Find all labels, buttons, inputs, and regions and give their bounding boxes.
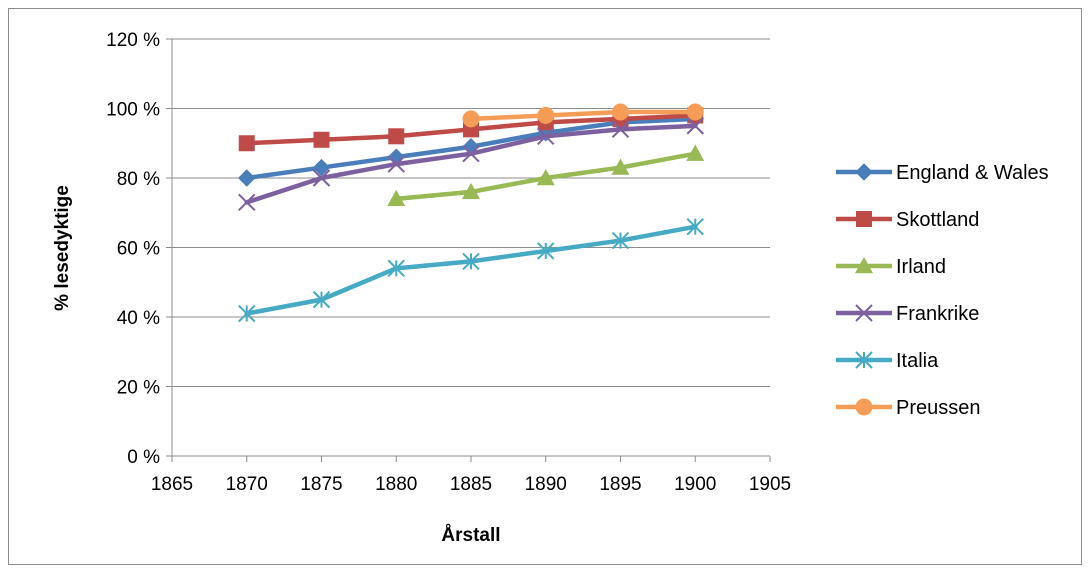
data-point xyxy=(388,128,405,145)
gridlines xyxy=(172,38,770,387)
series-preussen xyxy=(462,103,704,128)
legend-item-england-wales: England & Wales xyxy=(836,162,1049,184)
y-axis-title: % lesedyktige xyxy=(52,185,73,311)
y-tick-label: 100 % xyxy=(106,100,160,121)
legend-item-italia: Italia xyxy=(836,350,939,372)
data-point xyxy=(312,158,331,177)
y-tick-label: 80 % xyxy=(117,169,160,190)
x-axis-title: Årstall xyxy=(441,525,500,546)
series-irland xyxy=(387,144,705,207)
legend-item-preussen: Preussen xyxy=(836,397,981,419)
x-tick-label: 1875 xyxy=(300,474,342,495)
data-point xyxy=(686,217,704,236)
data-point xyxy=(612,103,629,121)
data-point xyxy=(611,158,630,175)
y-tick-label: 60 % xyxy=(117,239,160,260)
legend: England & Wales Skottland Irland Frankrike I… xyxy=(836,162,1049,419)
data-point xyxy=(387,189,406,207)
x-tick-label: 1890 xyxy=(525,474,567,495)
y-tick-labels: 0 % 20 % 40 % 60 % 80 % 100 % 120 % xyxy=(106,30,160,468)
series-frankrike xyxy=(238,117,704,212)
x-tick-label: 1870 xyxy=(226,474,268,495)
data-point xyxy=(537,242,555,260)
data-point xyxy=(238,135,255,152)
legend-item-irland: Irland xyxy=(836,256,946,278)
legend-item-skottland: Skottland xyxy=(836,209,979,231)
x-tick-label: 1895 xyxy=(599,474,641,495)
legend-marker xyxy=(855,257,873,274)
data-point xyxy=(462,110,480,128)
legend-item-frankrike: Frankrike xyxy=(836,303,979,325)
data-point xyxy=(536,169,555,186)
data-point xyxy=(462,144,480,163)
data-point xyxy=(238,304,256,323)
data-point xyxy=(462,252,480,271)
chart-frame xyxy=(8,8,1082,565)
data-point xyxy=(387,259,405,278)
legend-marker xyxy=(856,211,872,227)
x-tick-label: 1905 xyxy=(749,474,791,495)
data-point xyxy=(686,103,704,121)
legend-label: Italia xyxy=(896,350,939,372)
data-point xyxy=(537,106,555,124)
legend-label: Frankrike xyxy=(896,303,979,325)
y-tick-label: 0 % xyxy=(127,447,160,468)
y-tick-label: 40 % xyxy=(117,308,160,329)
series-line xyxy=(244,224,698,316)
legend-label: Preussen xyxy=(896,397,981,419)
data-point xyxy=(611,120,630,139)
legend-marker xyxy=(855,351,873,369)
data-point xyxy=(686,144,705,161)
x-tick-label: 1880 xyxy=(375,474,417,495)
data-point xyxy=(238,169,256,187)
data-point xyxy=(611,231,630,250)
data-point xyxy=(313,131,330,148)
legend-marker xyxy=(855,304,873,322)
x-tick-label: 1900 xyxy=(674,474,716,495)
series-line xyxy=(468,109,698,122)
data-point xyxy=(686,117,704,135)
data-point xyxy=(537,127,555,146)
x-tick-label: 1865 xyxy=(151,474,193,495)
legend-marker xyxy=(855,398,873,416)
series-italia xyxy=(238,217,704,323)
legend-label: Irland xyxy=(896,256,946,278)
data-point xyxy=(312,290,331,309)
data-point xyxy=(312,169,331,187)
legend-label: England & Wales xyxy=(896,162,1049,184)
x-tick-labels: 1865 1870 1875 1880 1885 1890 1895 1900 1905 xyxy=(151,474,791,495)
data-point xyxy=(238,193,256,212)
data-point xyxy=(387,155,405,173)
data-point xyxy=(462,182,480,200)
axes xyxy=(166,38,771,462)
x-tick-label: 1885 xyxy=(450,474,492,495)
y-tick-label: 20 % xyxy=(117,378,160,399)
y-tick-label: 120 % xyxy=(106,30,160,51)
legend-marker xyxy=(855,163,873,181)
series-group xyxy=(238,103,705,323)
legend-label: Skottland xyxy=(896,209,979,231)
